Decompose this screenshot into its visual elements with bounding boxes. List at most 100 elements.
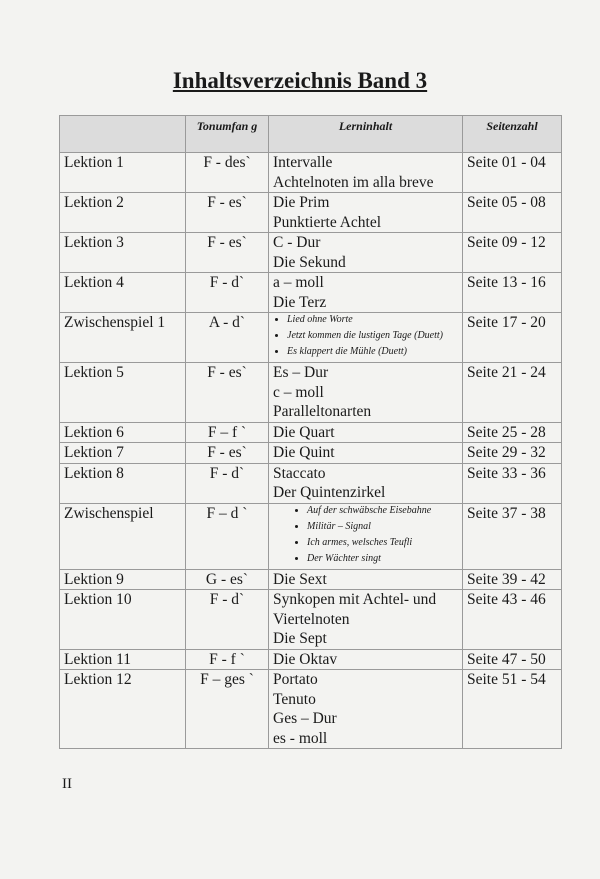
- content-line: Die Quint: [273, 444, 335, 461]
- piece-item: Lied ohne Worte: [287, 314, 458, 326]
- range-cell: F – ges `: [185, 669, 269, 749]
- lesson-cell: Lektion 5: [59, 362, 186, 423]
- content-line: Die Sept: [273, 630, 327, 647]
- pages-cell: Seite 51 - 54: [462, 669, 562, 749]
- pages-cell: Seite 29 - 32: [462, 442, 562, 464]
- range-cell: F - d`: [185, 462, 269, 504]
- content-line: a – moll: [273, 274, 324, 291]
- header-row: Tonumfan g Lerninhalt Seitenzahl: [59, 115, 562, 153]
- pages-cell: Seite 25 - 28: [462, 421, 562, 443]
- header-blank: [59, 115, 186, 153]
- content-cell: Es – Dur c – moll Paralleltonarten: [268, 362, 463, 423]
- page-title: Inhaltsverzeichnis Band 3: [172, 68, 428, 93]
- pages-cell: Seite 01 - 04: [462, 152, 562, 193]
- piece-item: Der Wächter singt: [307, 553, 458, 565]
- lesson-cell: Lektion 7: [59, 442, 186, 464]
- content-line: Achtelnoten im alla breve: [273, 173, 434, 191]
- pages-cell: Seite 09 - 12: [462, 232, 562, 273]
- range-cell: F - des`: [185, 152, 269, 193]
- content-line: Die Prim: [273, 194, 330, 211]
- content-line: Die Sekund: [273, 253, 346, 271]
- pages-cell: Seite 21 - 24: [462, 362, 562, 423]
- header-content: Lerninhalt: [268, 115, 463, 153]
- piece-item: Militär – Signal: [307, 521, 458, 533]
- range-cell: F - es`: [185, 442, 269, 464]
- content-line: Portato: [273, 671, 318, 688]
- content-cell: Synkopen mit Achtel- und Viertelnoten Die…: [268, 589, 463, 650]
- content-line: Paralleltonarten: [273, 403, 372, 420]
- piece-list: Lied ohne Worte Jetzt kommen die lustigen…: [273, 314, 458, 358]
- range-cell: F - d`: [185, 272, 269, 313]
- content-cell: Die Quint: [268, 442, 463, 464]
- content-cell: C - Dur Die Sekund: [268, 232, 463, 273]
- range-cell: F - d`: [185, 589, 269, 650]
- content-cell: Portato Tenuto Ges – Dur es - moll: [268, 669, 463, 749]
- pages-cell: Seite 43 - 46: [462, 589, 562, 650]
- pages-cell: Seite 17 - 20: [462, 312, 562, 363]
- lesson-cell: Lektion 2: [59, 192, 186, 233]
- range-cell: G - es`: [185, 568, 269, 590]
- content-line: Der Quintenzirkel: [273, 484, 386, 501]
- lesson-cell: Zwischenspiel 1: [59, 312, 186, 363]
- table-row: Lektion 12 F – ges ` Portato Tenuto Ges – Du…: [59, 669, 562, 749]
- lesson-cell: Lektion 1: [59, 152, 186, 193]
- range-cell: F - f `: [185, 648, 269, 670]
- content-line: Die Quart: [273, 423, 335, 441]
- content-line: Staccato: [273, 464, 326, 482]
- content-line: Die Oktav: [273, 650, 338, 668]
- pages-cell: Seite 39 - 42: [462, 568, 562, 590]
- content-line: es - moll: [273, 729, 328, 747]
- lesson-cell: Lektion 12: [59, 669, 186, 749]
- content-line: Die Sext: [273, 570, 327, 588]
- table-row: Zwischenspiel 1A - d` Lied ohne Worte Jetz…: [59, 312, 562, 363]
- content-line: C - Dur: [273, 234, 321, 251]
- content-line: Tenuto: [273, 690, 316, 708]
- table-row: Lektion 11 F - f ` Die Oktav Seite 47 - 50: [59, 648, 562, 670]
- lesson-cell: Lektion 8: [59, 462, 186, 504]
- piece-item: Auf der schwäbsche Eisebahne: [307, 505, 458, 517]
- piece-list: Auf der schwäbsche Eisebahne Militär – Si…: [273, 505, 458, 565]
- content-line: Die Terz: [273, 293, 327, 311]
- lesson-cell: Lektion 9: [59, 568, 186, 590]
- page-number: II: [62, 776, 72, 792]
- content-line: c – moll: [273, 383, 324, 401]
- content-cell: a – moll Die Terz: [268, 272, 463, 313]
- lesson-cell: Lektion 11: [59, 648, 186, 670]
- piece-item: Jetzt kommen die lustigen Tage (Duett): [287, 330, 458, 342]
- pages-cell: Seite 13 - 16: [462, 272, 562, 313]
- range-cell: F - es`: [185, 192, 269, 233]
- content-line: Es – Dur: [273, 364, 329, 381]
- lesson-cell: Lektion 3: [59, 232, 186, 273]
- content-cell: Die Prim Punktierte Achtel: [268, 192, 463, 233]
- range-cell: F – f `: [185, 421, 269, 443]
- range-cell: F - es`: [185, 362, 269, 423]
- content-cell: Die Oktav: [268, 648, 463, 670]
- content-cell: Auf der schwäbsche Eisebahne Militär – Si…: [268, 502, 463, 570]
- contents-table: Tonumfan g Lerninhalt Seitenzahl Lektion…: [59, 115, 562, 749]
- pages-cell: Seite 47 - 50: [462, 648, 562, 670]
- content-cell: Die Quart: [268, 421, 463, 443]
- lesson-cell: Lektion 10: [59, 589, 186, 650]
- table-row: Lektion 10 F - d` Synkopen mit Achtel- und…: [59, 589, 562, 650]
- content-cell: Die Sext: [268, 568, 463, 590]
- content-line: Synkopen mit Achtel- und Viertelnoten: [273, 591, 437, 628]
- range-cell: A - d`: [185, 312, 269, 363]
- pages-cell: Seite 33 - 36: [462, 462, 562, 504]
- header-pages: Seitenzahl: [462, 115, 562, 153]
- range-cell: F – d `: [185, 502, 269, 570]
- piece-item: Es klappert die Mühle (Duett): [287, 346, 458, 358]
- pages-cell: Seite 05 - 08: [462, 192, 562, 233]
- content-line: Ges – Dur: [273, 710, 337, 727]
- content-cell: Staccato Der Quintenzirkel: [268, 462, 463, 504]
- pages-cell: Seite 37 - 38: [462, 502, 562, 570]
- piece-item: Ich armes, welsches Teufli: [307, 537, 458, 549]
